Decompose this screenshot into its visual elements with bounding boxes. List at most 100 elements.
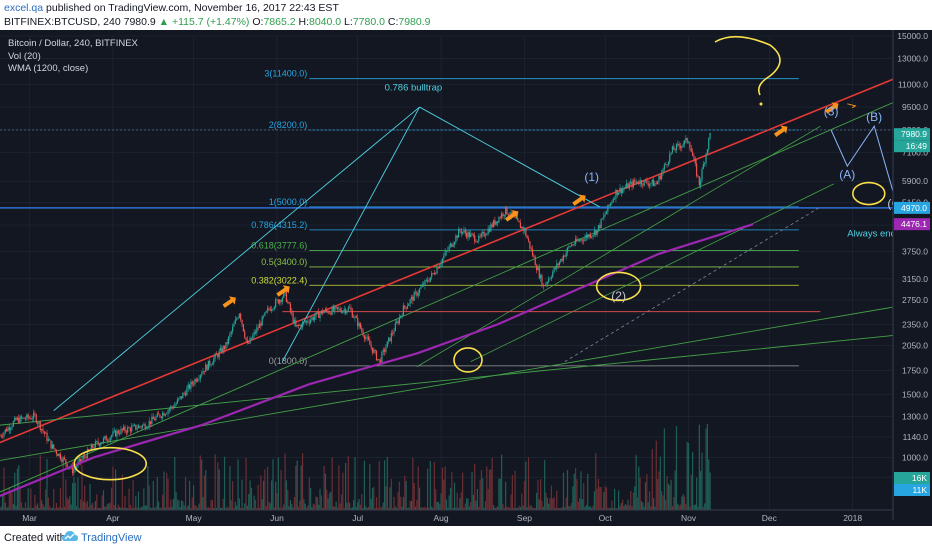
candle-body: [650, 183, 652, 185]
volume-bar: [565, 497, 567, 510]
candle-body: [690, 148, 692, 152]
volume-bar: [171, 506, 173, 510]
volume-bar: [488, 469, 491, 510]
candle-body: [246, 339, 249, 344]
volume-bar: [123, 507, 125, 510]
candle-body: [406, 305, 409, 309]
candle-body: [331, 307, 333, 315]
volume-bar: [468, 506, 470, 510]
candle-body: [152, 416, 154, 420]
candle-body: [490, 224, 492, 232]
price-chart[interactable]: 3(11400.0) 0.786 bulltrap 2(8200.0) 1(5000.…: [0, 30, 932, 526]
volume-bar: [615, 507, 617, 510]
candle-body: [108, 440, 110, 442]
candle-body: [577, 240, 579, 242]
candle-body: [225, 342, 227, 350]
volume-bar: [401, 506, 403, 510]
candle-body: [671, 146, 674, 153]
candle-body: [218, 350, 220, 358]
candle-body: [466, 233, 468, 238]
candle-body: [149, 421, 152, 425]
volume-bar: [148, 485, 150, 510]
volume-bar: [369, 464, 371, 510]
candle-body: [486, 233, 488, 236]
volume-bar: [661, 491, 663, 510]
candle-body: [105, 436, 107, 441]
candle-body: [85, 456, 87, 459]
volume-bar: [163, 471, 165, 510]
candle-body: [480, 233, 483, 237]
candle-body: [673, 146, 675, 150]
candle-body: [640, 180, 643, 185]
candle-body: [131, 426, 133, 432]
candle-body: [250, 337, 253, 339]
volume-bar: [0, 507, 1, 510]
volume-bar: [644, 482, 647, 510]
candle-body: [375, 350, 378, 361]
volume-bar: [339, 503, 341, 510]
volume-bar: [261, 499, 263, 510]
volume-bar: [418, 487, 421, 510]
candle-body: [132, 425, 134, 427]
candle-body: [201, 373, 203, 376]
x-tick-label: Nov: [681, 513, 697, 523]
fib-level-label: 0.5(3400.0): [261, 257, 307, 267]
candle-body: [405, 307, 407, 309]
candle-body: [346, 310, 348, 314]
candle-body: [101, 442, 103, 444]
candle-body: [318, 311, 320, 318]
volume-bar: [254, 499, 257, 510]
candle-body: [622, 188, 624, 193]
candle-body: [61, 459, 63, 462]
candle-body: [413, 292, 415, 301]
volume-bar: [679, 504, 682, 510]
candle-body: [607, 204, 609, 212]
volume-bar: [596, 488, 598, 510]
candle-body: [38, 421, 40, 424]
red-trendline: [0, 75, 902, 444]
volume-bar: [362, 507, 364, 510]
volume-bar: [678, 505, 680, 510]
legend-volume: Vol (20): [8, 50, 41, 62]
volume-bar: [440, 493, 442, 510]
candle-body: [188, 384, 191, 389]
volume-bar: [11, 492, 13, 510]
author-link[interactable]: excel.qa: [4, 2, 44, 14]
candle-body: [564, 255, 566, 257]
candle-body: [388, 337, 390, 342]
volume-bar: [632, 492, 635, 510]
volume-bar: [82, 501, 84, 510]
tradingview-brand-link[interactable]: TradingView: [81, 532, 142, 544]
time-axis[interactable]: Mar Apr May Jun Jul Aug Sep Oct Nov Dec 2018: [22, 513, 862, 523]
volume-bar: [210, 499, 212, 510]
candle-body: [498, 217, 500, 223]
volume-bar: [340, 494, 343, 510]
candle-body: [666, 164, 668, 166]
volume-bar: [616, 507, 618, 510]
candle-body: [355, 316, 357, 318]
candle-body: [53, 444, 55, 449]
volume-bar: [527, 457, 530, 510]
orange-arrow-shape: [276, 285, 290, 297]
candle-body: [93, 447, 95, 449]
close-value: 7980.9: [398, 16, 431, 28]
volume-bar: [390, 478, 392, 510]
volume-bar: [248, 493, 250, 510]
volume-bar: [501, 454, 503, 510]
volume-bar: [509, 507, 511, 510]
volume-bar: [475, 500, 477, 510]
volume-bar: [109, 502, 111, 510]
volume-bar: [638, 466, 640, 510]
volume-bar: [86, 500, 88, 510]
volume-bar: [293, 497, 296, 510]
volume-bar: [190, 507, 192, 510]
volume-bar: [483, 507, 485, 510]
price-label-text: 11K: [913, 485, 928, 495]
candle-body: [136, 428, 138, 430]
volume-bar: [420, 507, 422, 510]
candle-body: [336, 306, 339, 309]
y-tick-label: 5900.0: [902, 176, 928, 186]
volume-bar: [299, 500, 301, 510]
candle-body: [172, 407, 175, 408]
orange-arrow-shape: [572, 194, 586, 206]
